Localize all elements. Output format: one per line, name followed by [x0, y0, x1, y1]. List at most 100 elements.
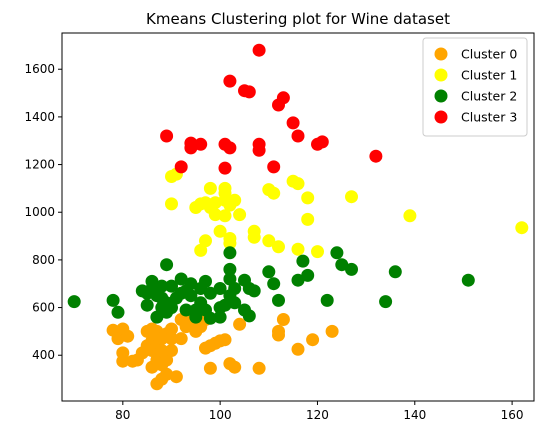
point-cluster-2	[301, 268, 315, 282]
y-tick-label: 600	[32, 301, 55, 315]
legend-marker	[434, 68, 448, 82]
point-cluster-3	[218, 161, 232, 175]
y-axis: 400 600 800 1000 1200 1400 1600	[24, 62, 62, 362]
point-cluster-2	[165, 279, 178, 293]
point-cluster-2	[335, 258, 349, 272]
point-cluster-1	[233, 208, 247, 222]
point-cluster-1	[213, 224, 227, 238]
point-cluster-0	[165, 322, 178, 336]
x-tick-label: 160	[501, 408, 524, 422]
point-cluster-2	[174, 272, 188, 286]
point-cluster-0	[252, 361, 266, 375]
x-tick-label: 120	[306, 408, 329, 422]
point-cluster-2	[262, 265, 276, 279]
legend-marker	[434, 110, 448, 124]
y-tick-label: 1000	[24, 205, 55, 219]
point-cluster-2	[111, 305, 125, 319]
legend-label: Cluster 3	[461, 110, 517, 125]
point-cluster-2	[199, 274, 212, 288]
point-cluster-2	[379, 295, 393, 309]
point-cluster-1	[311, 245, 324, 259]
x-tick-label: 80	[115, 408, 130, 422]
point-cluster-0	[218, 333, 232, 347]
point-cluster-2	[213, 310, 227, 324]
legend-marker	[434, 47, 448, 61]
point-cluster-3	[267, 160, 281, 174]
point-cluster-0	[169, 370, 183, 384]
point-cluster-1	[165, 197, 178, 211]
point-cluster-0	[174, 332, 188, 346]
series-cluster-3	[160, 43, 383, 175]
point-cluster-2	[296, 254, 310, 268]
point-cluster-3	[286, 116, 300, 130]
x-tick-label: 100	[209, 408, 232, 422]
y-tick-label: 1400	[24, 110, 55, 124]
point-cluster-2	[291, 273, 305, 287]
point-cluster-3	[174, 160, 188, 174]
series-cluster-0	[106, 313, 339, 391]
point-cluster-2	[179, 303, 193, 317]
point-cluster-1	[301, 212, 315, 226]
point-cluster-1	[203, 181, 217, 195]
point-cluster-0	[165, 332, 178, 346]
point-cluster-1	[345, 190, 358, 204]
point-cluster-2	[267, 277, 281, 291]
point-cluster-2	[184, 289, 198, 303]
point-cluster-3	[369, 149, 383, 163]
point-cluster-0	[116, 354, 130, 368]
point-cluster-1	[403, 209, 417, 223]
point-cluster-2	[247, 284, 261, 298]
point-cluster-3	[315, 135, 329, 149]
point-cluster-0	[306, 333, 320, 347]
point-cluster-1	[218, 181, 232, 195]
point-cluster-2	[345, 262, 358, 276]
point-cluster-2	[189, 310, 203, 324]
y-tick-label: 400	[32, 348, 55, 362]
point-cluster-1	[272, 240, 285, 254]
point-cluster-1	[199, 234, 212, 248]
point-cluster-2	[184, 277, 198, 291]
point-cluster-3	[291, 129, 305, 143]
point-cluster-2	[388, 265, 402, 279]
series-cluster-2	[67, 246, 475, 325]
point-cluster-3	[223, 141, 237, 155]
point-cluster-0	[228, 360, 242, 374]
point-cluster-0	[160, 367, 174, 381]
point-cluster-3	[194, 137, 208, 151]
legend: Cluster 0 Cluster 1 Cluster 2 Cluster 3	[422, 37, 528, 137]
point-cluster-3	[184, 141, 198, 155]
point-cluster-0	[203, 361, 217, 375]
point-cluster-2	[213, 282, 227, 295]
point-cluster-1	[301, 191, 315, 205]
point-cluster-2	[228, 282, 242, 295]
x-axis: 80 100 120 140 160	[115, 401, 524, 422]
point-cluster-1	[262, 234, 276, 248]
plot-frame	[61, 32, 535, 402]
chart-title: Kmeans Clustering plot for Wine dataset	[146, 10, 450, 28]
point-cluster-0	[276, 313, 290, 326]
point-cluster-3	[223, 74, 237, 88]
legend-label: Cluster 0	[461, 47, 517, 62]
point-cluster-0	[272, 324, 285, 338]
point-cluster-2	[320, 293, 334, 307]
point-cluster-1	[291, 177, 305, 191]
point-cluster-1	[267, 186, 281, 200]
legend-label: Cluster 2	[461, 89, 517, 104]
point-cluster-2	[228, 296, 242, 310]
point-cluster-1	[291, 242, 305, 256]
series-cluster-1	[165, 167, 529, 259]
y-tick-label: 1200	[24, 158, 55, 172]
point-cluster-3	[276, 91, 290, 105]
point-cluster-0	[325, 324, 339, 338]
point-cluster-1	[218, 209, 232, 223]
point-cluster-2	[203, 286, 217, 300]
point-cluster-2	[106, 293, 120, 307]
x-tick-label: 140	[403, 408, 426, 422]
point-cluster-1	[208, 208, 222, 222]
point-cluster-1	[223, 236, 237, 250]
point-cluster-0	[165, 344, 178, 357]
point-cluster-3	[252, 143, 266, 157]
y-tick-label: 800	[32, 253, 55, 267]
point-cluster-2	[67, 295, 81, 309]
point-cluster-1	[208, 196, 222, 210]
